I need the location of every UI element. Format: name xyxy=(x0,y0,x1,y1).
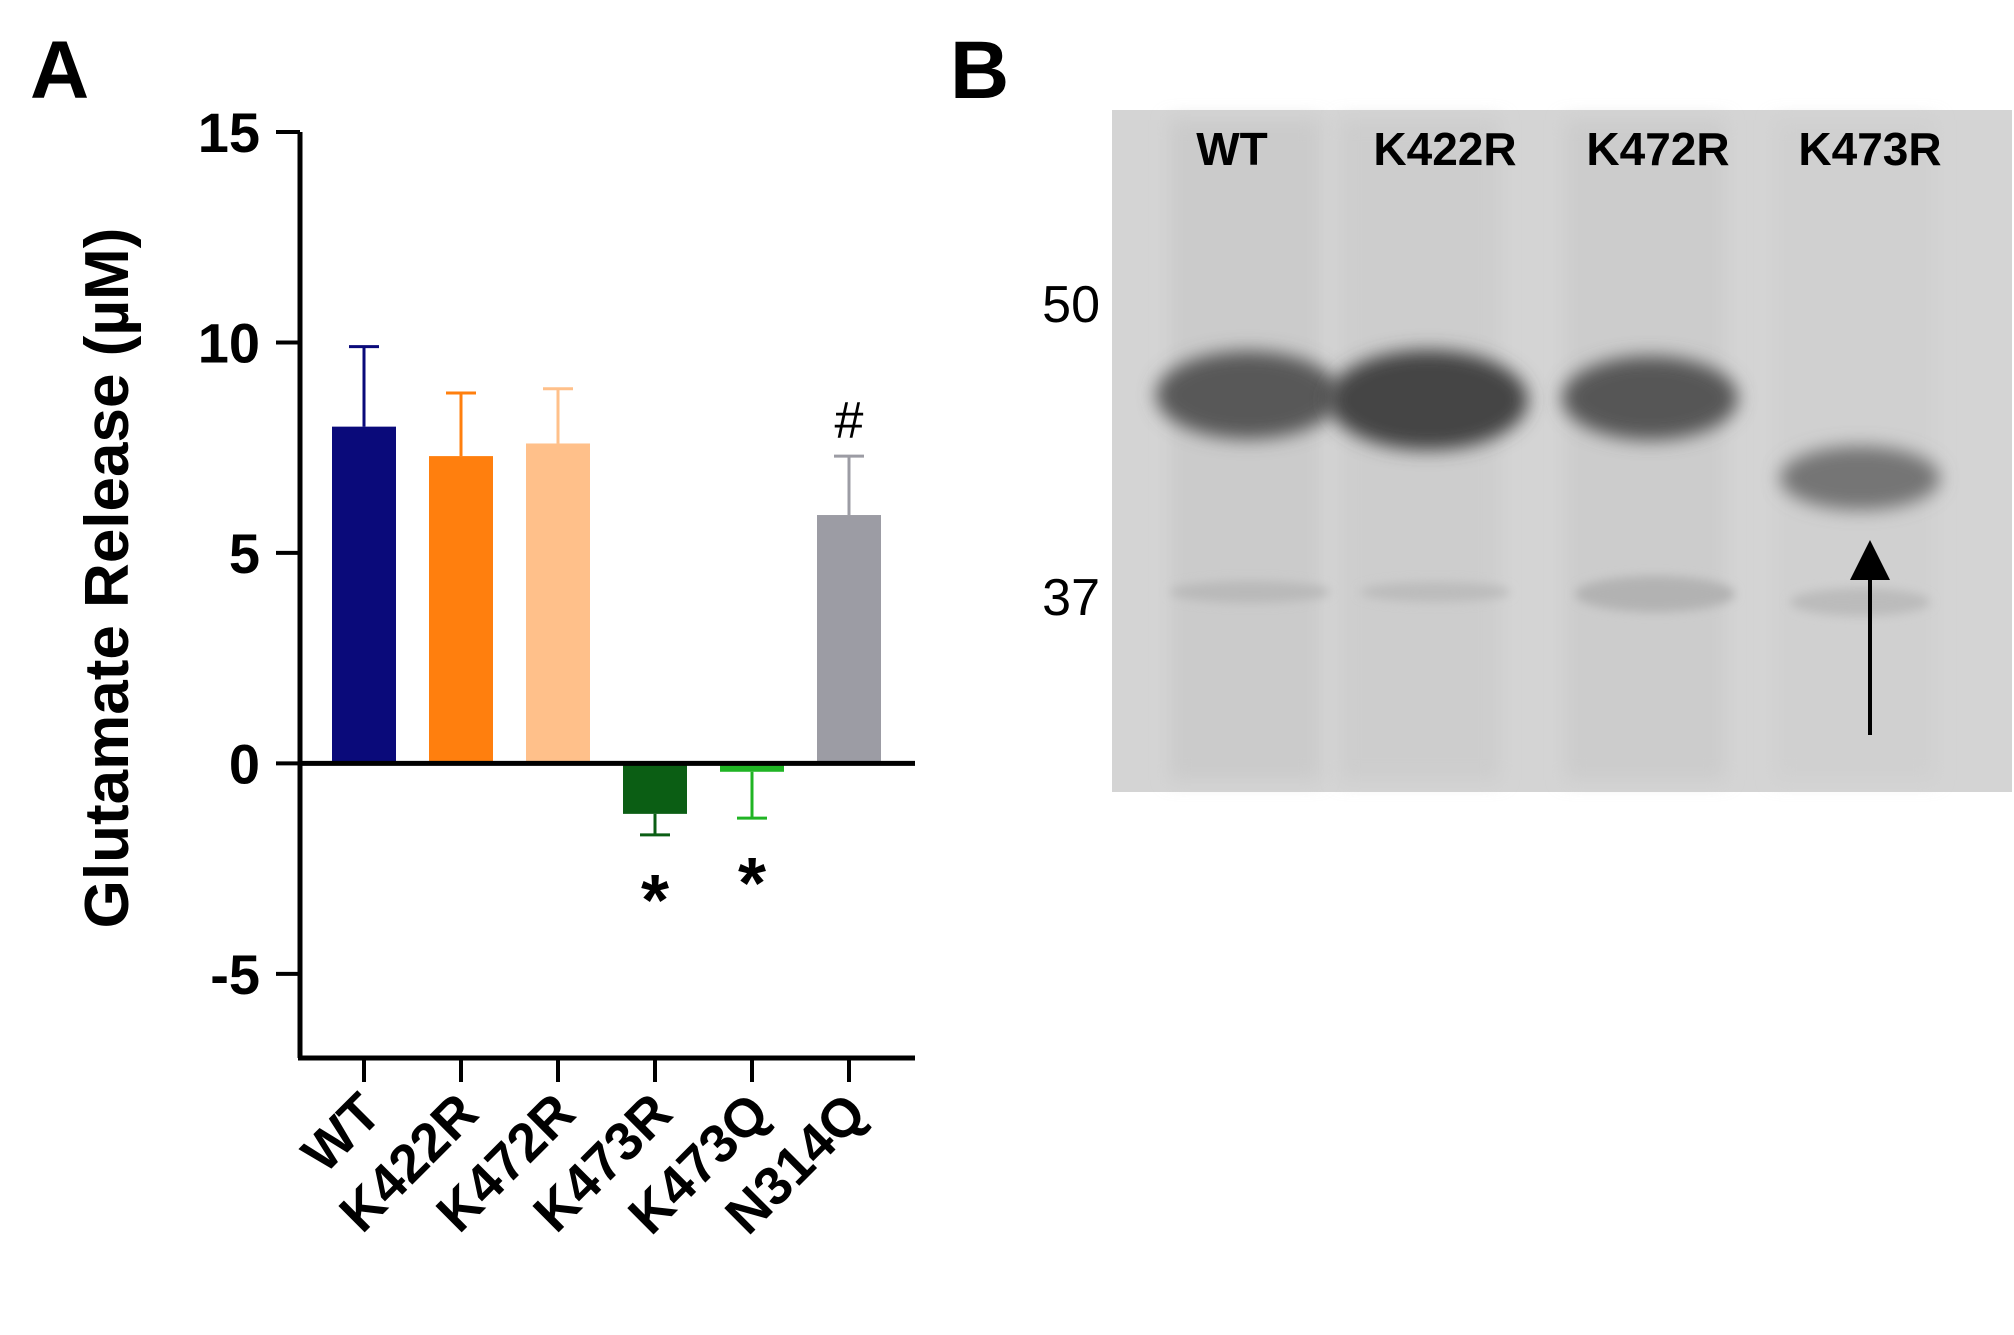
y-tick-label-5: 5 xyxy=(229,522,260,585)
lane-label-k473r: K473R xyxy=(1798,123,1941,175)
protein-bands xyxy=(1156,350,1940,616)
bar-chart: Glutamate Release (µM) 15 10 5 0 -5 WTK422RK… xyxy=(73,101,915,1245)
annotation-k473q: * xyxy=(738,844,766,924)
panel-a-letter: A xyxy=(30,25,89,116)
band-wt-lower xyxy=(1170,581,1330,603)
mw-marker-37: 37 xyxy=(1042,569,1100,627)
significance-annotations: * * # xyxy=(641,392,864,941)
axes xyxy=(276,130,915,1082)
error-bar-wt xyxy=(349,345,379,427)
y-tick-label-0: 0 xyxy=(229,732,260,795)
band-k473r-main xyxy=(1780,446,1940,510)
mw-marker-50: 50 xyxy=(1042,276,1100,334)
y-tick-label--5: -5 xyxy=(210,943,260,1006)
error-bar-k473r xyxy=(640,813,670,837)
western-blot: WT K422R K472R K473R 50 37 xyxy=(1042,110,2012,792)
bar-wt xyxy=(332,426,396,764)
error-bar-k473q xyxy=(737,771,767,820)
band-k422r-lower xyxy=(1360,582,1510,602)
bar-k473q xyxy=(720,763,784,772)
bar-n314q xyxy=(817,515,881,764)
error-bar-k422r xyxy=(446,391,476,457)
y-tick-labels: 15 10 5 0 -5 xyxy=(198,101,260,1006)
bars xyxy=(332,426,881,814)
y-tick-label-10: 10 xyxy=(198,311,260,374)
molecular-weight-markers: 50 37 xyxy=(1042,276,1100,627)
lane-label-wt: WT xyxy=(1196,123,1268,175)
band-k472r-main xyxy=(1562,356,1738,440)
y-axis-label: Glutamate Release (µM) xyxy=(73,228,142,929)
blot-lane-streaks xyxy=(1170,120,1935,780)
bar-k472r xyxy=(526,443,590,764)
error-bar-k472r xyxy=(543,387,573,444)
band-k473r-lower xyxy=(1790,588,1930,616)
lane-label-k422r: K422R xyxy=(1373,123,1516,175)
band-k472r-lower xyxy=(1575,576,1735,612)
error-bar-n314q xyxy=(834,454,864,516)
bar-k422r xyxy=(429,456,493,764)
panel-b-letter: B xyxy=(950,25,1009,116)
bar-k473r xyxy=(623,763,687,814)
error-bars xyxy=(349,345,864,837)
band-wt-main xyxy=(1156,351,1340,439)
lane-labels: WT K422R K472R K473R xyxy=(1196,123,1941,175)
y-tick-label-15: 15 xyxy=(198,101,260,164)
lane-label-k472r: K472R xyxy=(1586,123,1729,175)
annotation-k473r: * xyxy=(641,861,669,941)
band-k422r-main xyxy=(1328,350,1528,450)
annotation-n314q: # xyxy=(835,392,864,450)
